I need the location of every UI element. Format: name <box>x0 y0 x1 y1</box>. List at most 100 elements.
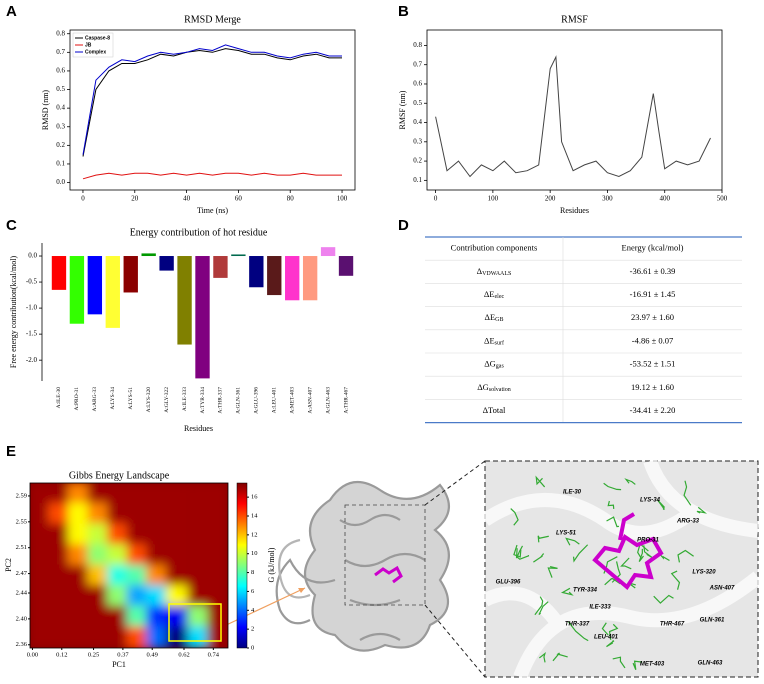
residue-stick <box>670 570 681 590</box>
x-tick-label: A:ARG-33 <box>92 387 98 412</box>
x-tick-label: A:LEU-401 <box>272 387 278 414</box>
heatmap-cell <box>187 502 210 526</box>
residue-label: GLN-463 <box>698 661 723 667</box>
heatmap-cell <box>165 483 188 505</box>
legend-label: Caspase-8 <box>85 35 110 41</box>
residue-stick <box>601 622 609 636</box>
heatmap-cell <box>165 584 188 608</box>
heatmap-cell <box>107 564 129 588</box>
heatmap-cell <box>207 584 228 608</box>
residue-stick <box>533 553 545 563</box>
heatmap-cell <box>146 564 169 588</box>
y-tick-label: 0.6 <box>56 67 65 75</box>
residue-stick <box>653 594 674 604</box>
residue-stick <box>538 601 549 616</box>
residue-label: LYS-34 <box>640 498 661 504</box>
y-tick-label: 0.5 <box>413 99 422 107</box>
heatmap-cell <box>187 626 210 648</box>
heatmap-cell <box>107 626 129 648</box>
y-tick-label: 0.3 <box>413 137 422 145</box>
heatmap-cell <box>187 483 210 505</box>
x-axis-label: Time (ns) <box>197 206 228 215</box>
residue-stick <box>643 545 653 558</box>
heatmap-cell <box>67 544 90 567</box>
residue-stick <box>552 652 568 662</box>
y-tick-label: -1.5 <box>26 330 38 338</box>
plot-frame <box>426 29 723 191</box>
bar <box>267 256 282 296</box>
bar <box>231 254 246 257</box>
panel-label: D <box>398 217 409 234</box>
heatmap-cell <box>87 626 110 648</box>
y-tick-label: 0.8 <box>56 29 65 37</box>
heatmap-cell <box>207 483 228 505</box>
component-symbol: Δ <box>477 266 483 276</box>
energy-value: -4.86 ± 0.07 <box>632 335 674 345</box>
heatmap-cell <box>48 483 71 505</box>
y-tick-label: 2.59 <box>16 492 27 499</box>
table-header: Energy (kcal/mol) <box>622 243 684 253</box>
y-tick-label: 0.0 <box>56 178 65 186</box>
x-tick-label: 80 <box>287 195 295 203</box>
x-tick-label: 0.37 <box>117 651 129 658</box>
y-tick-label: 0.1 <box>56 160 65 168</box>
colorbar-tick-label: 16 <box>251 494 258 501</box>
residue-stick <box>606 640 615 648</box>
component-subscript: solvation <box>489 387 511 393</box>
heatmap-cell <box>207 502 228 526</box>
residue-stick <box>568 621 589 642</box>
heatmap-cell <box>30 564 51 588</box>
panel-label: C <box>6 217 17 234</box>
heatmap-smooth <box>30 483 228 648</box>
heatmap-cell <box>67 523 90 547</box>
chart-title: Gibbs Energy Landscape <box>69 470 170 481</box>
heatmap-cell <box>146 626 169 648</box>
residue-stick <box>620 557 632 570</box>
heatmap-cell <box>48 544 71 567</box>
bar <box>213 256 228 278</box>
series-line <box>435 55 711 178</box>
residue-label: LYS-51 <box>556 531 577 537</box>
residue-label: TYR-334 <box>573 588 598 594</box>
residue-stick <box>632 660 643 670</box>
component-subscript: VDWAALS <box>482 271 511 277</box>
residue-label: ASN-407 <box>709 586 735 592</box>
residue-stick <box>608 623 619 640</box>
heatmap-cell <box>107 483 129 505</box>
residue-label: THR-467 <box>660 622 685 628</box>
bar <box>87 256 103 315</box>
residue-stick <box>603 482 622 491</box>
component-name: ΔEGB <box>484 312 503 323</box>
protein-structure <box>275 480 450 652</box>
y-tick-label: 2.51 <box>16 544 27 551</box>
y-tick-label: 0.7 <box>56 48 65 56</box>
residue-label: PRO-31 <box>637 538 659 544</box>
heatmap-cell <box>48 502 71 526</box>
zoom-line <box>424 460 486 506</box>
component-symbol: ΔG <box>484 359 496 369</box>
component-subscript: surf <box>495 340 504 347</box>
x-tick-label: 0 <box>81 195 85 203</box>
y-tick-label: 2.55 <box>16 518 27 525</box>
residue-stick <box>657 499 666 510</box>
arrow <box>221 587 306 628</box>
highlight-box <box>168 603 222 642</box>
y-tick-label: 2.44 <box>16 589 28 596</box>
x-axis-label: Residues <box>560 206 589 215</box>
heatmap-cells <box>30 483 228 648</box>
heatmap-cell <box>165 544 188 567</box>
bar <box>141 253 156 257</box>
residue-stick <box>624 478 636 485</box>
heatmap-cell <box>187 605 210 629</box>
table-header: Contribution components <box>451 243 538 253</box>
x-tick-label: 0.49 <box>147 651 158 658</box>
heatmap-cell <box>87 502 110 526</box>
x-tick-label: 100 <box>488 195 499 203</box>
heatmap-cell <box>207 605 228 629</box>
x-tick-label: 300 <box>602 195 613 203</box>
panel-label: E <box>6 443 16 460</box>
colorbar-label: G (kJ/mol) <box>267 547 276 582</box>
y-axis-label: RMSD (nm) <box>41 90 50 131</box>
heatmap-cell <box>146 544 169 567</box>
